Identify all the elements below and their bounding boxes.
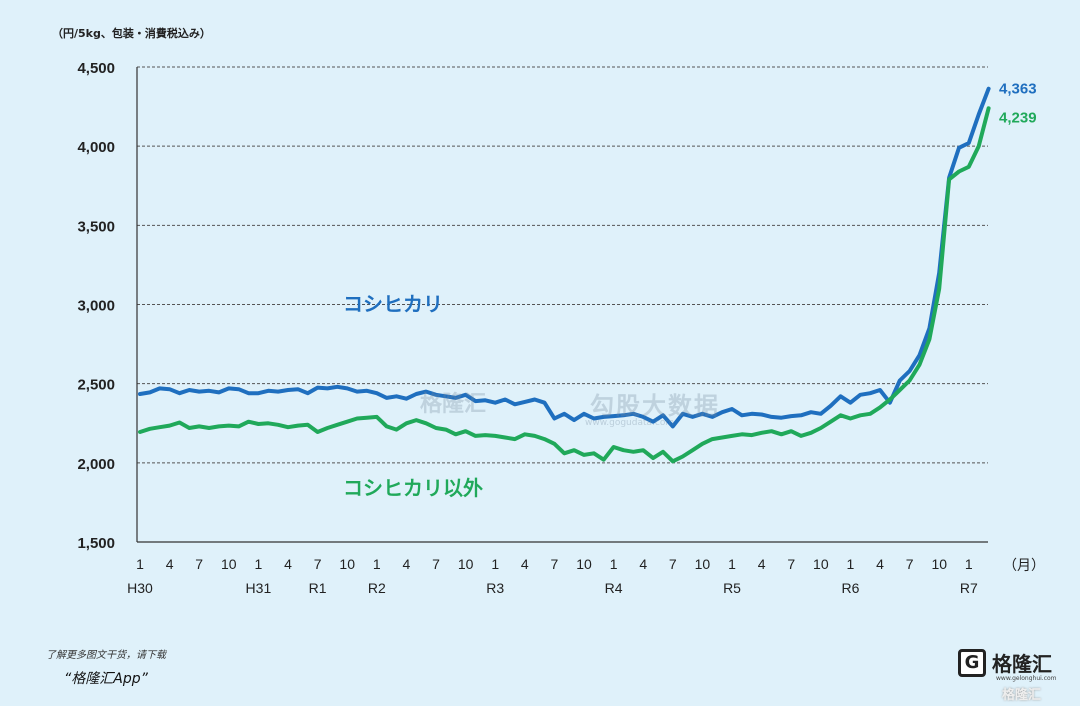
x-tick-label: 10 (339, 556, 355, 572)
x-tick-label: 4 (758, 556, 766, 572)
x-tick-label: 10 (576, 556, 592, 572)
watermark-url: www.gogudata.com (585, 418, 675, 428)
series-name-label: コシヒカリ以外 (343, 476, 483, 500)
x-tick-label: 4 (403, 556, 411, 572)
x-tick-label: 4 (166, 556, 174, 572)
x-tick-label: 1 (847, 556, 855, 572)
unit-label: （円/5kg、包装・消費税込み） (52, 27, 211, 40)
series-line (138, 86, 991, 429)
year-label: R7 (960, 580, 978, 596)
y-tick-label: 1,500 (77, 535, 115, 552)
x-tick-label: 1 (965, 556, 973, 572)
x-tick-label: 7 (906, 556, 914, 572)
x-axis-unit: （月） (1003, 558, 1045, 574)
watermark-right: 勾股大数据 (590, 392, 720, 420)
x-tick-label: 10 (221, 556, 237, 572)
year-label: R3 (486, 580, 504, 596)
x-tick-label: 1 (255, 556, 263, 572)
x-tick-label: 7 (432, 556, 440, 572)
x-tick-label: 10 (458, 556, 474, 572)
year-label: R1 (309, 580, 327, 596)
x-tick-label: 1 (728, 556, 736, 572)
corner-watermark: 格隆汇 (1002, 688, 1042, 703)
logo-icon: G (958, 648, 986, 677)
y-tick-label: 3,000 (77, 298, 115, 315)
year-label: H30 (127, 580, 153, 596)
logo-text: 格隆汇 (992, 652, 1052, 676)
x-tick-label: 7 (669, 556, 677, 572)
x-tick-label: 1 (136, 556, 144, 572)
x-tick-label: 7 (787, 556, 795, 572)
x-tick-label: 4 (876, 556, 884, 572)
year-label: R6 (841, 580, 859, 596)
brand-logo: G 格隆汇 (958, 648, 1052, 677)
y-tick-label: 2,000 (77, 456, 115, 473)
year-label: H31 (246, 580, 272, 596)
series-name-label: コシヒカリ (343, 292, 443, 316)
year-label: R2 (368, 580, 386, 596)
watermark-left: 格隆汇 (420, 392, 487, 417)
x-tick-label: 10 (813, 556, 829, 572)
series-end-value-label: 4,239 (999, 109, 1037, 126)
y-tick-label: 4,500 (77, 60, 115, 77)
x-tick-label: 7 (195, 556, 203, 572)
y-tick-label: 4,000 (77, 139, 115, 156)
year-label: R5 (723, 580, 741, 596)
x-tick-label: 7 (551, 556, 559, 572)
y-tick-label: 3,500 (77, 218, 115, 235)
x-tick-label: 4 (284, 556, 292, 572)
x-tick-label: 1 (491, 556, 499, 572)
x-tick-label: 4 (639, 556, 647, 572)
x-tick-label: 7 (314, 556, 322, 572)
series-end-value-label: 4,363 (999, 81, 1037, 98)
footer-line2: “格隆汇App” (64, 671, 148, 687)
x-tick-label: 1 (373, 556, 381, 572)
x-tick-label: 10 (695, 556, 711, 572)
y-tick-label: 2,500 (77, 377, 115, 394)
year-label: R4 (605, 580, 623, 596)
x-tick-label: 10 (931, 556, 947, 572)
footer-line1: 了解更多图文干货，请下载 (46, 650, 166, 661)
x-tick-label: 1 (610, 556, 618, 572)
x-tick-label: 4 (521, 556, 529, 572)
series-line (138, 106, 991, 464)
logo-url: www.gelonghui.com (996, 675, 1057, 682)
